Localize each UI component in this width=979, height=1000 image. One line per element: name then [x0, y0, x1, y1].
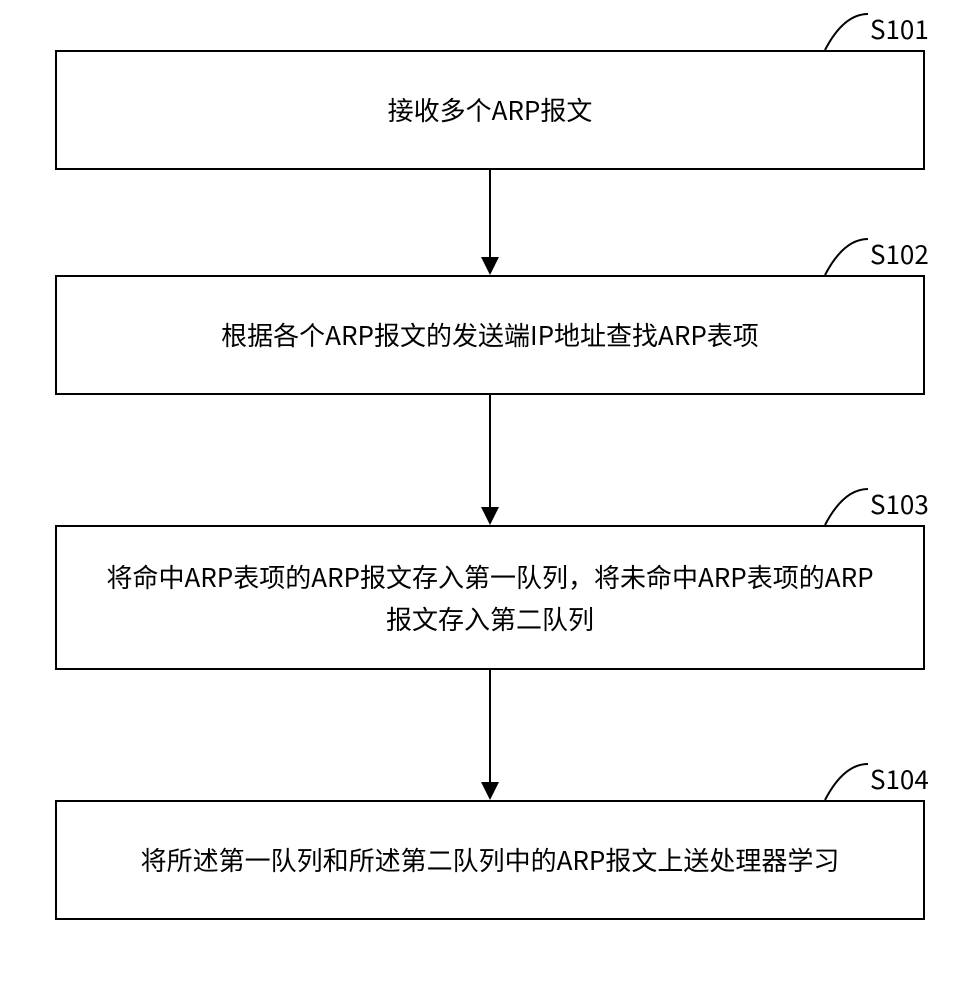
step-label-s103: S103 [870, 485, 929, 522]
step-label-s104: S104 [870, 760, 929, 797]
step-text: 将命中ARP表项的ARP报文存入第一队列，将未命中ARP表项的ARP报文存入第二… [106, 556, 873, 639]
step-label-text: S104 [870, 760, 929, 797]
step-text: 根据各个ARP报文的发送端IP地址查找ARP表项 [221, 314, 759, 356]
step-box-s103: 将命中ARP表项的ARP报文存入第一队列，将未命中ARP表项的ARP报文存入第二… [55, 525, 925, 670]
step-label-text: S103 [870, 485, 929, 522]
step-box-s101: 接收多个ARP报文 [55, 50, 925, 170]
step-text: 接收多个ARP报文 [388, 89, 593, 131]
step-text: 将所述第一队列和所述第二队列中的ARP报文上送处理器学习 [141, 839, 840, 881]
flowchart-canvas: 接收多个ARP报文 S101 根据各个ARP报文的发送端IP地址查找ARP表项 … [0, 0, 979, 1000]
step-label-s102: S102 [870, 235, 929, 272]
step-box-s104: 将所述第一队列和所述第二队列中的ARP报文上送处理器学习 [55, 800, 925, 920]
step-label-s101: S101 [870, 10, 929, 47]
step-label-text: S101 [870, 10, 929, 47]
step-label-text: S102 [870, 235, 929, 272]
step-box-s102: 根据各个ARP报文的发送端IP地址查找ARP表项 [55, 275, 925, 395]
